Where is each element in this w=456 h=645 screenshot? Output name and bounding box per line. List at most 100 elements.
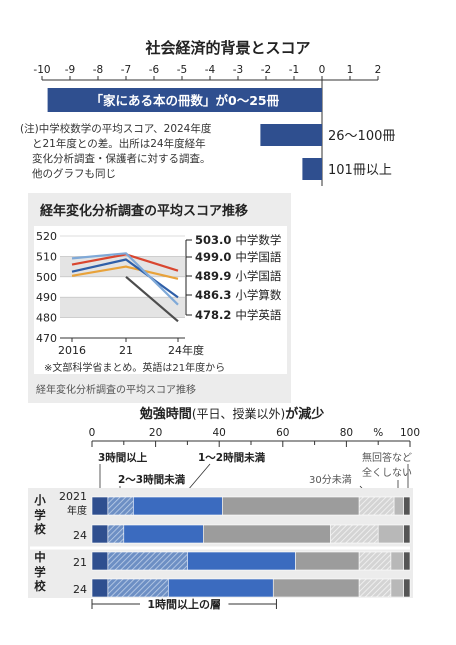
top-axis-tick-label: -1 <box>289 64 299 76</box>
bottom-group-label: 学 <box>34 508 46 522</box>
bottom-bar-segment <box>403 578 411 598</box>
legend-name: 小学国語 <box>235 269 281 283</box>
middle-ytick-label: 490 <box>36 291 57 304</box>
top-note-line: 変化分析調査・保護者に対する調査。 <box>32 152 211 165</box>
bottom-group-label: 校 <box>34 579 46 593</box>
callout-label: 2〜3時間未満 <box>118 473 186 486</box>
top-axis-tick-label: -8 <box>93 64 103 76</box>
legend-name: 中学国語 <box>235 250 281 264</box>
legend-value: 503.0 <box>195 233 231 247</box>
legend-entry: 503.0 中学数学 <box>195 233 281 247</box>
middle-chart-title: 経年変化分析調査の平均スコア推移 <box>40 203 248 219</box>
top-note: (注)中学校数学の平均スコア、2024年度 と21年度との差。出所は24年度経年… <box>20 122 212 180</box>
bottom-row-label: 24 <box>73 529 87 542</box>
bottom-bar-segment <box>295 551 360 571</box>
bottom-bar-segment <box>222 496 360 516</box>
middle-xtick-label: 21 <box>119 344 133 357</box>
bottom-axis: 0 20 40 60 80% 100 <box>89 427 420 447</box>
bottom-axis-tick-label: 60 <box>276 427 289 439</box>
bottom-axis-tick-label: 80 <box>340 427 353 439</box>
middle-ytick-label: 480 <box>36 312 57 325</box>
top-bar <box>260 124 322 146</box>
bracket-label: 1時間以上の層 <box>147 597 221 611</box>
bottom-bar-segment <box>133 496 223 516</box>
legend-entry: 486.3 小学算数 <box>195 288 282 302</box>
bottom-bar-segment <box>107 524 125 544</box>
bottom-title-sub: (平日、授業以外) <box>192 406 285 421</box>
bottom-bar-segment <box>393 496 404 516</box>
bottom-bar-segment <box>403 496 411 516</box>
middle-series-line <box>125 275 179 323</box>
bottom-row-label: 21 <box>73 556 87 569</box>
top-bar <box>302 158 322 180</box>
bottom-bar-segment <box>390 551 404 571</box>
middle-xtick-label: 24年度 <box>168 343 204 357</box>
bottom-bar-segment <box>403 551 411 571</box>
legend-value: 489.9 <box>195 269 231 283</box>
bottom-row-label-unit: 年度 <box>67 504 87 517</box>
top-axis-tick-label: 1 <box>347 64 354 76</box>
bottom-bar-segment <box>358 578 392 598</box>
top-bars: 「家にある本の冊数」が0〜25冊 26〜100冊 101冊以上 <box>47 88 395 180</box>
bottom-bar-segment <box>403 524 411 544</box>
middle-series-lines <box>71 252 179 323</box>
bottom-row-label: 2021 <box>59 490 87 503</box>
bottom-title-end: が減少 <box>285 406 324 422</box>
bottom-bar-segment <box>107 578 169 598</box>
top-axis-tick-label: -5 <box>177 64 187 76</box>
legend-entry: 478.2 中学英語 <box>195 308 282 322</box>
middle-xtick-label: 2016 <box>58 344 86 357</box>
legend-value: 486.3 <box>195 288 231 302</box>
bottom-bar-segment <box>91 496 109 516</box>
bottom-bar-segment <box>187 551 296 571</box>
legend-entry: 499.0 中学国語 <box>195 250 282 264</box>
bottom-group-label: 中 <box>34 550 46 564</box>
top-axis-tick-label: -6 <box>149 64 160 76</box>
bottom-bar-segment <box>203 524 331 544</box>
middle-ytick-label: 500 <box>36 271 57 284</box>
bottom-axis-tick-label: 100 <box>400 427 420 439</box>
middle-legend: 503.0 中学数学 499.0 中学国語 489.9 小学国語 486.3 小学算数 478.… <box>185 233 282 322</box>
middle-ytick-label: 470 <box>36 332 57 345</box>
top-axis-tick-label: -4 <box>205 64 216 76</box>
callout-label: 3時間以上 <box>98 451 148 464</box>
legend-name: 中学数学 <box>235 233 281 247</box>
top-axis-tick-label: -9 <box>65 64 75 76</box>
top-note-line: と21年度との差。出所は24年度経年 <box>32 137 206 150</box>
top-bar-label: 「家にある本の冊数」が0〜25冊 <box>91 93 280 108</box>
bottom-axis-unit: % <box>373 427 383 439</box>
bottom-bar-segment <box>91 524 109 544</box>
bottom-bar-segment <box>168 578 274 598</box>
bottom-bar-segment <box>107 551 188 571</box>
bottom-bar-segment <box>107 496 134 516</box>
middle-note: ※文部科学省まとめ。英語は21年度から <box>44 361 225 374</box>
bottom-axis-tick-label: 0 <box>89 427 96 439</box>
top-axis-tick-label: 0 <box>319 64 326 76</box>
top-bar-label: 101冊以上 <box>328 163 392 178</box>
middle-series-line <box>71 265 179 280</box>
middle-ytick-label: 520 <box>36 230 57 243</box>
bottom-bar-segment <box>272 578 360 598</box>
callout-label: 無回答など <box>362 451 412 464</box>
middle-grid-band <box>60 297 185 318</box>
top-note-line: (注)中学校数学の平均スコア、2024年度 <box>20 122 212 135</box>
legend-value: 478.2 <box>195 308 231 322</box>
middle-caption: 経年変化分析調査の平均スコア推移 <box>36 383 196 396</box>
middle-ytick-label: 510 <box>36 250 57 263</box>
bottom-bar-segment <box>358 551 392 571</box>
legend-entry: 489.9 小学国語 <box>195 269 282 283</box>
bottom-axis-tick-label: 20 <box>149 427 162 439</box>
bottom-axis-tick-label: 40 <box>213 427 226 439</box>
top-axis-tick-label: -7 <box>121 64 131 76</box>
legend-name: 中学英語 <box>235 308 281 322</box>
bottom-bar-segment <box>390 578 404 598</box>
legend-value: 499.0 <box>195 250 231 264</box>
top-chart-title: 社会経済的背景とスコア <box>144 39 310 57</box>
bottom-group-label: 学 <box>34 565 46 579</box>
legend-name: 小学算数 <box>235 288 281 302</box>
top-bar <box>47 88 322 112</box>
bottom-bar-segment <box>91 578 109 598</box>
bottom-bracket: 1時間以上の層 <box>91 597 277 611</box>
